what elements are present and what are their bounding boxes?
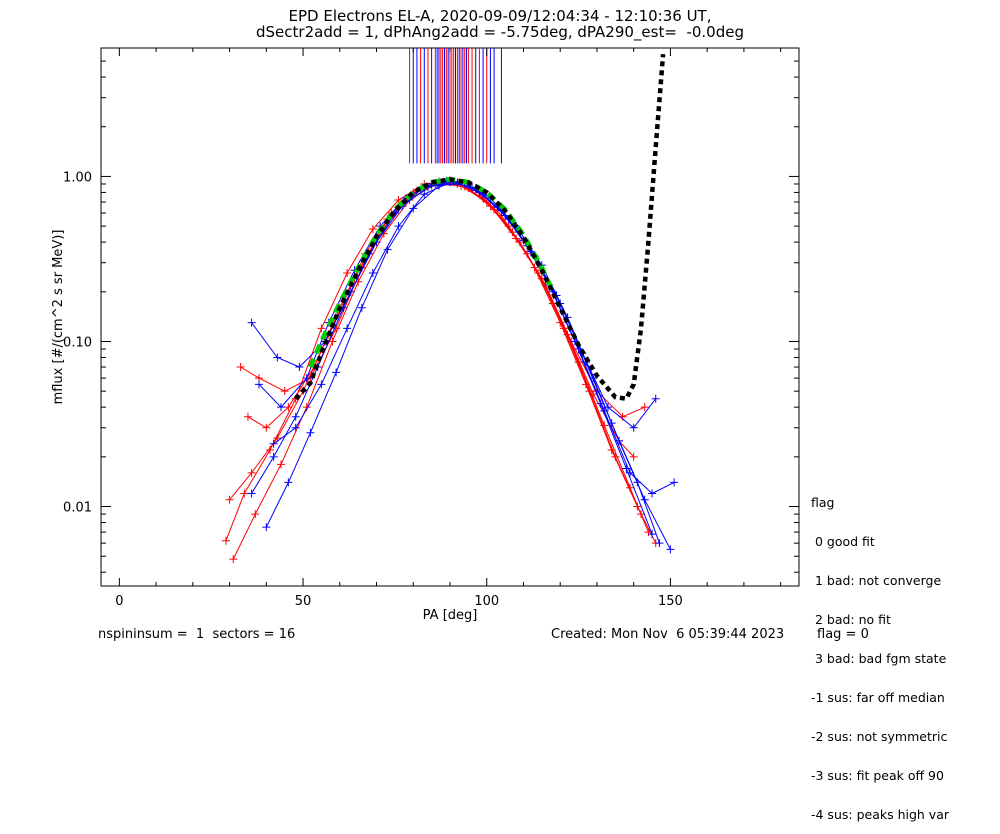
data-point-red (640, 403, 649, 412)
data-point-blue (277, 403, 286, 412)
footer-settings: nspininsum = 1 sectors = 16 (98, 627, 296, 642)
series-line-red (232, 183, 642, 560)
fit-curve-black (294, 54, 666, 402)
data-point-red (512, 234, 521, 243)
data-point-blue (343, 324, 352, 333)
data-point-blue (269, 439, 278, 448)
fit-curves-group (294, 54, 666, 402)
legend-item: 3 bad: bad fgm state (811, 651, 947, 666)
data-point-blue (306, 428, 315, 437)
data-point-blue (332, 368, 341, 377)
series-group (221, 176, 679, 564)
data-point-blue (640, 495, 649, 504)
data-point-blue (670, 478, 679, 487)
y-tick-label: 0.10 (63, 335, 92, 350)
x-tick-label: 0 (115, 594, 123, 609)
data-point-blue (655, 539, 664, 548)
data-point-blue (317, 380, 326, 389)
data-point-red (486, 202, 495, 211)
data-point-blue (262, 523, 271, 532)
series-line-blue (265, 182, 671, 550)
series-line-red (240, 181, 635, 458)
data-point-blue (247, 489, 256, 498)
data-point-blue (666, 545, 675, 554)
data-point-blue (291, 423, 300, 432)
data-point-red (280, 387, 289, 396)
data-point-blue (603, 403, 612, 412)
data-point-red (225, 495, 234, 504)
chart-plot: 0 50 100 150 0.01 0.10 1.00 PA [deg] mflux [#/… (51, 47, 800, 623)
data-point-blue (368, 268, 377, 277)
data-point-blue (291, 412, 300, 421)
data-point-blue (629, 423, 638, 432)
data-point-blue (254, 380, 263, 389)
legend-item: -3 sus: fit peak off 90 (811, 768, 944, 783)
data-point-red (611, 452, 620, 461)
data-point-blue (247, 318, 256, 327)
vertical-marks-group (409, 48, 502, 164)
series-line-blue (251, 180, 653, 535)
data-point-red (251, 510, 260, 519)
flag-legend: flag 0 good fit 1 bad: not converge 2 ba… (811, 470, 949, 834)
y-tick-label: 0.01 (63, 501, 92, 516)
footer-created: Created: Mon Nov 6 05:39:44 2023 (551, 627, 785, 642)
data-point-red (243, 412, 252, 421)
data-point-red (589, 390, 598, 399)
data-point-blue (626, 468, 635, 477)
legend-title: flag (811, 495, 835, 510)
data-point-red (229, 555, 238, 564)
data-point-red (556, 318, 565, 327)
data-point-blue (269, 452, 278, 461)
data-point-blue (648, 489, 657, 498)
data-point-blue (648, 530, 657, 539)
x-tick-label: 150 (658, 594, 683, 609)
data-point-red (221, 536, 230, 545)
data-point-blue (420, 190, 429, 199)
data-point-red (343, 268, 352, 277)
data-point-red (394, 195, 403, 204)
legend-item: -1 sus: far off median (811, 690, 945, 705)
series-line-red (229, 183, 657, 544)
data-point-red (247, 468, 256, 477)
legend-item: -2 sus: not symmetric (811, 729, 948, 744)
data-point-red (563, 330, 572, 339)
data-point-blue (273, 353, 282, 362)
data-point-blue (284, 478, 293, 487)
data-point-red (240, 489, 249, 498)
data-point-red (277, 460, 286, 469)
chart-title-line1: EPD Electrons EL-A, 2020-09-09/12:04:34 … (288, 7, 712, 25)
legend-item: 2 bad: no fit (811, 612, 891, 627)
data-point-blue (302, 374, 311, 383)
data-point-blue (295, 363, 304, 372)
data-point-blue (600, 406, 609, 415)
data-point-blue (651, 394, 660, 403)
data-point-red (633, 502, 642, 511)
y-axis-label: mflux [#/(cm^2 s sr MeV)] (51, 230, 66, 405)
data-point-red (284, 403, 293, 412)
axes-group: 0 50 100 150 0.01 0.10 1.00 (63, 48, 799, 609)
chart-title-line2: dSectr2add = 1, dPhAng2add = -5.75deg, d… (256, 23, 744, 41)
legend-item: 1 bad: not converge (811, 573, 942, 588)
data-point-red (368, 225, 377, 234)
data-point-red (607, 446, 616, 455)
legend-item: -4 sus: peaks high var (811, 807, 950, 822)
legend-item: 0 good fit (811, 534, 875, 549)
data-point-blue (394, 222, 403, 231)
y-tick-label: 1.00 (63, 170, 92, 185)
data-point-red (236, 363, 245, 372)
data-point-blue (357, 303, 366, 312)
x-tick-label: 100 (474, 594, 499, 609)
x-tick-label: 50 (295, 594, 312, 609)
data-point-red (629, 452, 638, 461)
x-axis-label: PA [deg] (423, 608, 478, 623)
data-point-red (262, 423, 271, 432)
footer-flag: flag = 0 (817, 627, 869, 642)
data-point-red (317, 324, 326, 333)
data-point-blue (622, 464, 631, 473)
